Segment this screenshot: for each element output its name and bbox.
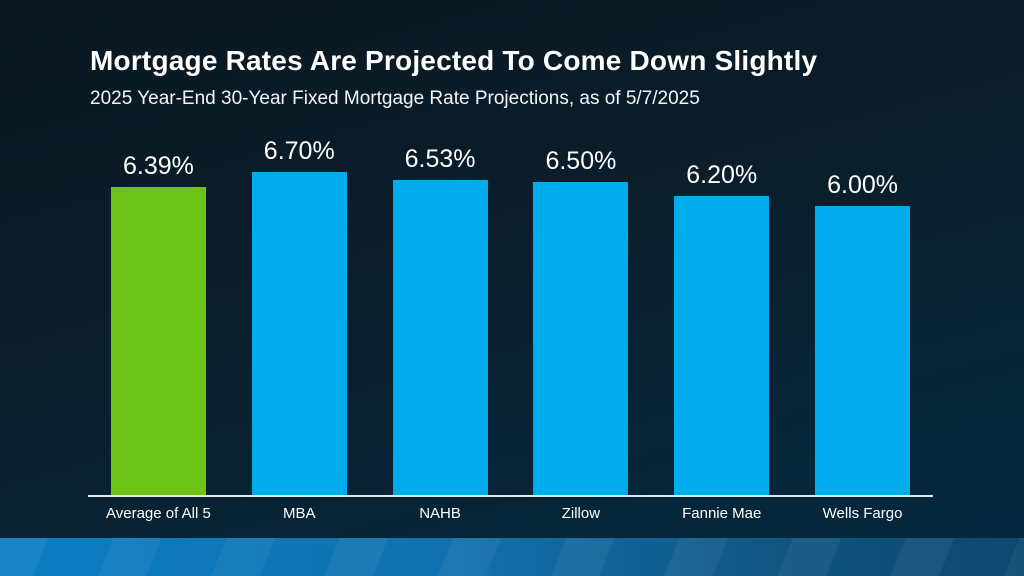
bar-value-label: 6.00% xyxy=(827,171,898,199)
bar xyxy=(392,180,488,495)
bar xyxy=(674,196,770,495)
bar-column: 6.70% xyxy=(229,136,370,495)
bar-value-label: 6.39% xyxy=(122,152,194,180)
bar-column: 6.00% xyxy=(792,170,933,495)
bar-value-label: 6.53% xyxy=(404,145,476,173)
chart-subtitle: 2025 Year-End 30-Year Fixed Mortgage Rat… xyxy=(90,88,700,109)
bar xyxy=(251,172,347,495)
bar-column: 6.20% xyxy=(651,160,792,495)
bar-value-label: 6.70% xyxy=(263,137,335,165)
bar-category-label: NAHB xyxy=(419,505,461,522)
bar-category-label: MBA xyxy=(282,505,316,522)
bar-column: 6.53% xyxy=(370,144,511,495)
bar-chart-plot-area: 6.39% 6.70% 6.53% 6.50% 6.20% 6.00% xyxy=(88,137,933,495)
bar-value-label: 6.20% xyxy=(686,161,758,189)
bar-column: 6.39% xyxy=(88,151,229,495)
x-axis-line xyxy=(88,495,933,497)
x-axis-category-labels: Average of All 5 MBA NAHB Zillow Fannie Mae W… xyxy=(88,504,933,523)
chart-title: Mortgage Rates Are Projected To Come Dow… xyxy=(90,45,818,76)
bar-value-label: 6.50% xyxy=(545,147,617,175)
bar-category-label: Fannie Mae xyxy=(682,505,762,522)
bar-category-label: Wells Fargo xyxy=(822,505,903,522)
bar-column: 6.50% xyxy=(510,146,651,495)
bar xyxy=(533,182,629,495)
bar-category-label: Average of All 5 xyxy=(106,505,211,522)
bar xyxy=(815,206,911,495)
bar-category-label: Zillow xyxy=(561,505,601,522)
bar xyxy=(110,187,206,495)
footer-band xyxy=(0,538,1024,576)
